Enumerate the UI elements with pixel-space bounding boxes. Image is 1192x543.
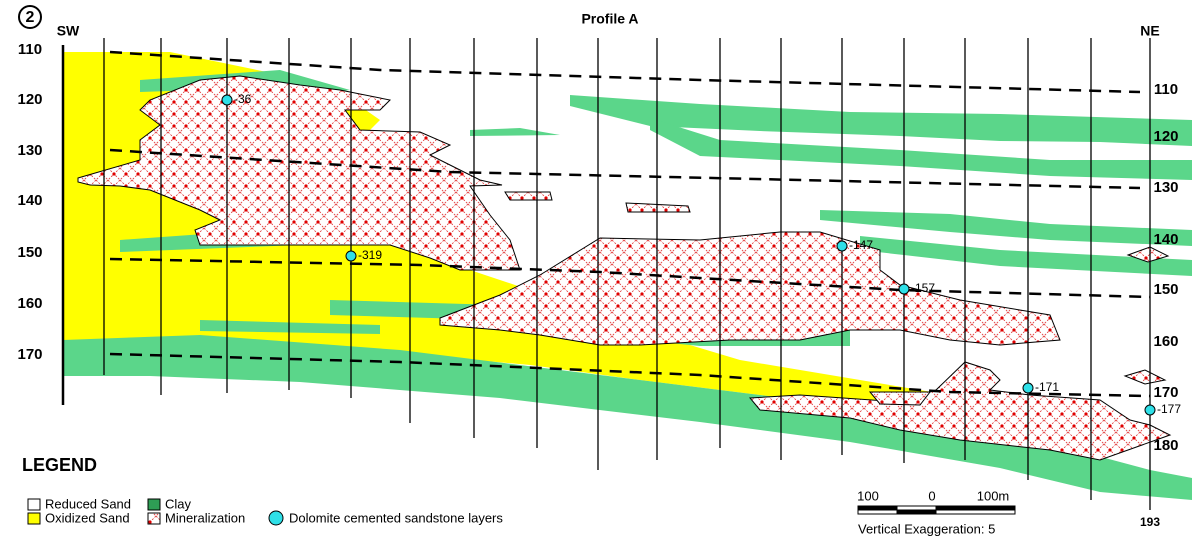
correlation-lines: [109, 50, 1151, 398]
dolomite-layer: [1022, 382, 1034, 394]
depth-label: 140: [17, 192, 42, 209]
dolomite-layer: [1144, 404, 1156, 416]
badge: 2: [26, 9, 35, 26]
legend-swatch: [27, 512, 41, 525]
legend-swatch: [147, 512, 161, 525]
well-label: 193: [1140, 515, 1160, 529]
depth-label: 180: [1153, 437, 1178, 454]
legend-label: Clay: [165, 496, 192, 511]
scale-note: Vertical Exaggeration: 5: [858, 521, 995, 536]
scale-label: 100: [857, 488, 879, 503]
depth-label: 160: [1153, 333, 1178, 350]
badge-circle: [18, 5, 42, 29]
scale-label: 100m: [977, 488, 1010, 503]
scale-bar: [857, 505, 1016, 515]
depth-label: 140: [1153, 231, 1178, 248]
depth-label: 170: [1153, 384, 1178, 401]
legend-swatch: [147, 498, 161, 511]
legend-label: Reduced Sand: [45, 496, 131, 511]
direction-left: SW: [57, 23, 80, 39]
scale-label: 0: [928, 488, 935, 503]
depth-label: 120: [1153, 128, 1178, 145]
dolomite-label: -171: [1035, 380, 1059, 394]
dolomite-label: -157: [911, 281, 935, 295]
depth-label: 150: [1153, 281, 1178, 298]
depth-label: 130: [17, 142, 42, 159]
depth-label: 150: [17, 244, 42, 261]
legend-swatch: [27, 498, 41, 511]
dolomite-layer: [836, 240, 848, 252]
dolomite-label: -319: [358, 248, 382, 262]
dolomite-layer: [345, 250, 357, 262]
dolomite-layer: [898, 283, 910, 295]
depth-label: 170: [17, 346, 42, 363]
dolomite-layer: [221, 94, 233, 106]
direction-right: NE: [1140, 23, 1159, 39]
legend-swatch: [268, 510, 284, 526]
legend-label: Mineralization: [165, 510, 245, 525]
depth-label: 120: [17, 91, 42, 108]
legend-label: Dolomite cemented sandstone layers: [289, 510, 503, 525]
title: Profile A: [581, 11, 638, 27]
depth-label: 110: [18, 41, 42, 58]
dolomite-label: -147: [849, 238, 873, 252]
dolomite-label: -36: [234, 92, 252, 106]
depth-label: 160: [17, 295, 42, 312]
dolomite-label: -177: [1157, 402, 1181, 416]
depth-label: 130: [1153, 179, 1178, 196]
labels: 110 120 130 140 150 160 170 110 120 130 140 150 160 1…: [17, 41, 1181, 454]
depth-label: 110: [1154, 81, 1178, 98]
legend-label: Oxidized Sand: [45, 510, 130, 525]
legend-title: LEGEND: [22, 455, 97, 475]
